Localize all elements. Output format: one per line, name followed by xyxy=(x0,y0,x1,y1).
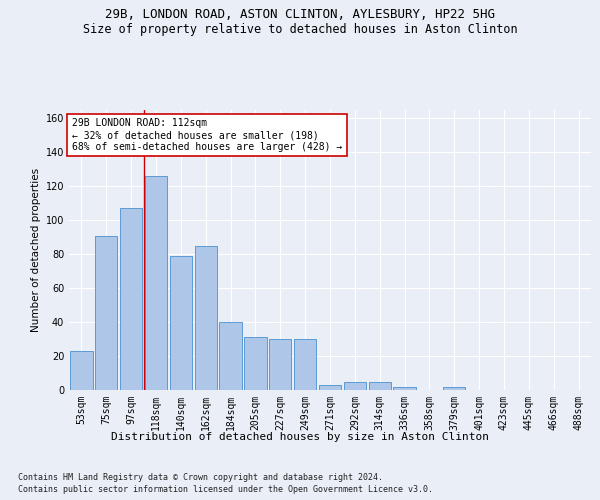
Text: 29B LONDON ROAD: 112sqm
← 32% of detached houses are smaller (198)
68% of semi-d: 29B LONDON ROAD: 112sqm ← 32% of detache… xyxy=(71,118,342,152)
Bar xyxy=(170,256,192,390)
Bar xyxy=(145,176,167,390)
Bar xyxy=(394,386,416,390)
Text: 29B, LONDON ROAD, ASTON CLINTON, AYLESBURY, HP22 5HG: 29B, LONDON ROAD, ASTON CLINTON, AYLESBU… xyxy=(105,8,495,20)
Text: Contains HM Land Registry data © Crown copyright and database right 2024.: Contains HM Land Registry data © Crown c… xyxy=(18,472,383,482)
Bar xyxy=(319,385,341,390)
Y-axis label: Number of detached properties: Number of detached properties xyxy=(31,168,41,332)
Text: Size of property relative to detached houses in Aston Clinton: Size of property relative to detached ho… xyxy=(83,22,517,36)
Bar xyxy=(120,208,142,390)
Bar xyxy=(344,382,366,390)
Bar xyxy=(294,339,316,390)
Bar xyxy=(220,322,242,390)
Bar xyxy=(443,386,466,390)
Bar xyxy=(269,339,292,390)
Bar xyxy=(95,236,118,390)
Bar xyxy=(368,382,391,390)
Bar xyxy=(244,338,266,390)
Bar xyxy=(70,351,92,390)
Text: Distribution of detached houses by size in Aston Clinton: Distribution of detached houses by size … xyxy=(111,432,489,442)
Text: Contains public sector information licensed under the Open Government Licence v3: Contains public sector information licen… xyxy=(18,485,433,494)
Bar xyxy=(194,246,217,390)
